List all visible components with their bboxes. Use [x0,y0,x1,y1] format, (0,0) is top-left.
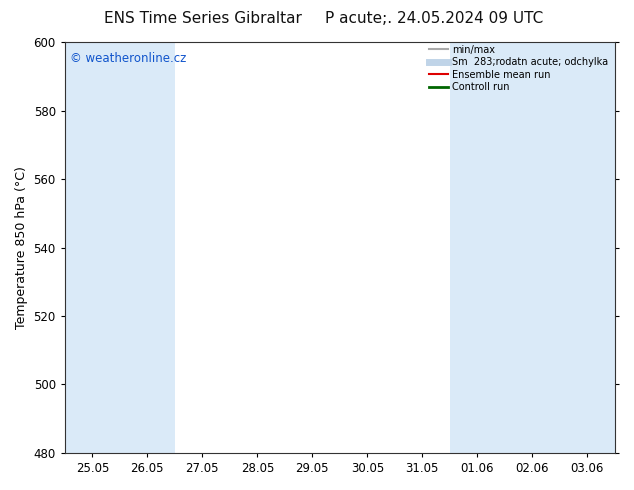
Text: ENS Time Series Gibraltar: ENS Time Series Gibraltar [104,11,302,26]
Bar [65,42,120,453]
Bar [505,42,560,453]
Bar [560,42,615,453]
Text: © weatheronline.cz: © weatheronline.cz [70,52,186,65]
Bar [450,42,505,453]
Y-axis label: Temperature 850 hPa (°C): Temperature 850 hPa (°C) [15,166,28,329]
Text: P acute;. 24.05.2024 09 UTC: P acute;. 24.05.2024 09 UTC [325,11,543,26]
Legend: min/max, Sm  283;rodatn acute; odchylka, Ensemble mean run, Controll run: min/max, Sm 283;rodatn acute; odchylka, … [427,43,610,94]
Bar [120,42,175,453]
